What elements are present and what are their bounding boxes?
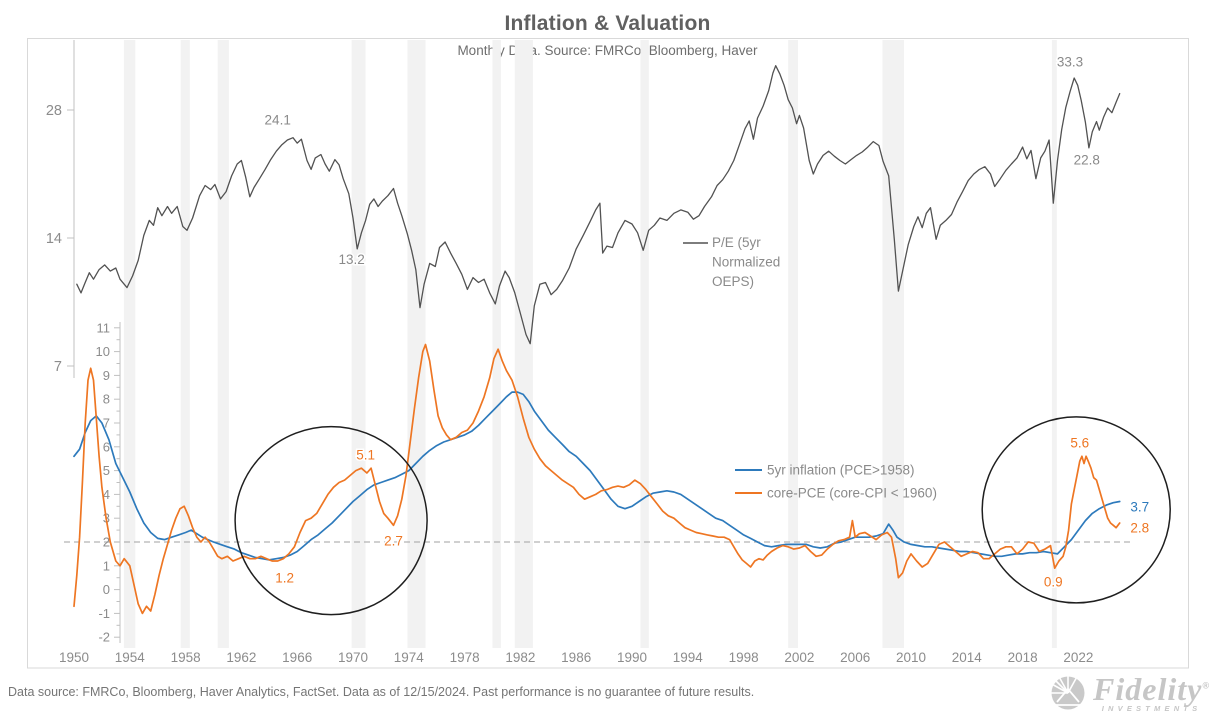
recession-band xyxy=(882,40,904,648)
circle-2020s xyxy=(981,416,1171,604)
recession-band xyxy=(351,40,366,648)
legend-label-inflation5yr: 5yr inflation (PCE>1958) xyxy=(767,463,914,478)
circle-1960s-1970s xyxy=(234,425,428,616)
pe-axis-label: 28 xyxy=(46,103,62,119)
legend-pe-label: Normalized xyxy=(712,255,780,270)
annotation-13-2: 13.2 xyxy=(338,252,364,267)
annotation-22-8: 22.8 xyxy=(1074,153,1100,168)
recession-band xyxy=(514,40,533,648)
x-axis-label: 1990 xyxy=(617,650,647,665)
fidelity-logo: Fidelity® INVESTMENTS xyxy=(1047,672,1210,714)
inflation-axis-label: 5 xyxy=(103,463,110,478)
x-axis-label: 1998 xyxy=(729,650,759,665)
recession-band xyxy=(123,40,136,648)
inflation-axis-label: 1 xyxy=(103,558,110,573)
plot-border xyxy=(27,38,1189,669)
x-axis-label: 1954 xyxy=(115,650,146,665)
x-axis-label: 2018 xyxy=(1008,650,1038,665)
inflation-axis-label: 2 xyxy=(103,535,110,550)
fidelity-sunburst-icon xyxy=(1051,676,1085,710)
footer: Data source: FMRCo, Bloomberg, Haver Ana… xyxy=(0,672,1215,717)
inflation-axis-label: 11 xyxy=(97,320,111,335)
x-axis-label: 1970 xyxy=(338,650,368,665)
footer-disclaimer: Data source: FMRCo, Bloomberg, Haver Ana… xyxy=(8,685,755,699)
x-axis-label: 2002 xyxy=(784,650,814,665)
legend-pe-label: OEPS) xyxy=(712,274,754,289)
recession-band xyxy=(217,40,229,648)
inflation-axis-label: 8 xyxy=(103,392,110,407)
annotation-5-1: 5.1 xyxy=(356,447,375,462)
fidelity-investments-text: INVESTMENTS xyxy=(1101,704,1202,713)
fidelity-wordmark: Fidelity® xyxy=(1093,671,1210,707)
inflation-axis-label: 4 xyxy=(103,487,110,502)
annotation-0-9: 0.9 xyxy=(1044,575,1063,590)
annotation-24-1: 24.1 xyxy=(265,113,291,128)
pe-axis-label: 14 xyxy=(46,231,62,247)
series-line-corepce xyxy=(73,343,1121,615)
annotation-1-2: 1.2 xyxy=(275,570,294,585)
x-axis-label: 1994 xyxy=(673,650,704,665)
series-line-pe xyxy=(76,65,1121,345)
x-axis-label: 1962 xyxy=(226,650,256,665)
x-axis-label: 1950 xyxy=(59,650,89,665)
series-line-inflation5yr xyxy=(73,391,1121,561)
x-axis-label: 1966 xyxy=(282,650,312,665)
inflation-axis-label: 10 xyxy=(96,344,110,359)
inflation-axis-label: 9 xyxy=(103,368,110,383)
inflation-axis-label: 7 xyxy=(103,416,110,431)
x-axis-label: 1958 xyxy=(171,650,201,665)
x-axis-label: 2014 xyxy=(952,650,983,665)
annotation-2-8: 2.8 xyxy=(1130,521,1149,536)
recession-band xyxy=(1051,40,1057,648)
recession-band xyxy=(407,40,426,648)
legend-pe-label: P/E (5yr xyxy=(712,235,761,250)
x-axis-label: 1978 xyxy=(450,650,480,665)
recession-band xyxy=(492,40,501,648)
x-axis-label: 1986 xyxy=(561,650,591,665)
annotation-5-6: 5.6 xyxy=(1070,436,1089,451)
x-axis-label: 2006 xyxy=(840,650,870,665)
chart-title: Inflation & Valuation xyxy=(504,12,711,35)
annotation-2-7: 2.7 xyxy=(384,533,403,548)
recession-band xyxy=(640,40,649,648)
x-axis-label: 2022 xyxy=(1063,650,1093,665)
annotation-3-7: 3.7 xyxy=(1130,500,1149,515)
x-axis-label: 2010 xyxy=(896,650,926,665)
inflation-axis-label: -1 xyxy=(98,606,110,621)
recession-band xyxy=(788,40,798,648)
pe-axis-label: 7 xyxy=(54,359,62,375)
x-axis-label: 1982 xyxy=(505,650,535,665)
inflation-axis-label: 0 xyxy=(103,582,110,597)
inflation-axis-label: 6 xyxy=(103,439,110,454)
legend-label-corepce: core-PCE (core-CPI < 1960) xyxy=(767,486,937,501)
recession-band xyxy=(180,40,190,648)
x-axis-label: 1974 xyxy=(394,650,425,665)
inflation-axis-label: -2 xyxy=(98,630,110,645)
annotation-33-3: 33.3 xyxy=(1057,55,1083,70)
